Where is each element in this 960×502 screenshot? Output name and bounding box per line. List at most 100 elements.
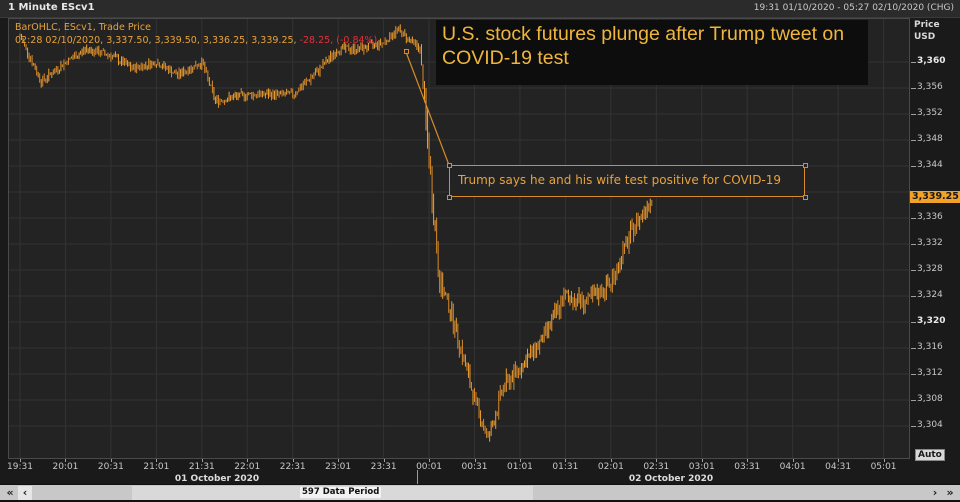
x-tick — [474, 459, 476, 462]
x-tick-label: 22:01 — [234, 462, 261, 472]
x-tick-label: 00:01 — [416, 462, 443, 472]
date-range: 19:31 01/10/2020 - 05:27 02/10/2020 (CHG… — [753, 3, 954, 13]
x-tick — [656, 459, 658, 462]
x-tick-label: 03:01 — [688, 462, 715, 472]
y-tick-label: 3,344 — [917, 160, 943, 170]
y-tick-label: 3,308 — [917, 394, 943, 404]
y-tick — [911, 296, 916, 297]
scroll-first-button[interactable]: « — [6, 486, 14, 499]
scroll-prev-button[interactable]: ‹ — [18, 486, 32, 500]
x-tick — [792, 459, 794, 462]
annotation-handle-tl[interactable] — [447, 163, 452, 168]
y-axis-title-price: Price — [914, 20, 940, 30]
x-tick-label: 04:31 — [825, 462, 852, 472]
x-tick — [610, 459, 612, 462]
y-tick-label: 3,360 — [917, 56, 946, 66]
x-tick-label: 22:31 — [279, 462, 306, 472]
headline-box: U.S. stock futures plunge after Trump tw… — [436, 20, 868, 85]
y-tick-label: 3,336 — [917, 212, 943, 222]
x-tick — [565, 459, 567, 462]
x-tick-label: 21:31 — [188, 462, 215, 472]
y-tick — [911, 426, 916, 427]
y-tick — [911, 270, 916, 271]
y-tick-label: 3,332 — [917, 238, 943, 248]
y-tick-label: 3,304 — [917, 420, 943, 430]
scroll-last-button[interactable]: » — [946, 486, 954, 499]
x-tick-label: 21:01 — [143, 462, 170, 472]
annotation-leader-line — [405, 51, 450, 166]
y-tick-label: 3,324 — [917, 290, 943, 300]
annotation-text: Trump says he and his wife test positive… — [458, 173, 782, 187]
x-tick-label: 05:01 — [870, 462, 897, 472]
x-tick-label: 23:31 — [370, 462, 397, 472]
x-tick — [247, 459, 249, 462]
x-tick-label: 20:31 — [97, 462, 124, 472]
x-tick-label: 20:01 — [52, 462, 79, 472]
headline-text: U.S. stock futures plunge after Trump tw… — [442, 23, 845, 69]
y-tick-label: 3,352 — [917, 108, 943, 118]
y-axis-title-currency: USD — [914, 32, 936, 42]
scroll-next-button[interactable]: › — [932, 486, 938, 499]
x-tick-label: 02:31 — [643, 462, 670, 472]
x-day-label-2: 02 October 2020 — [628, 474, 714, 484]
y-tick — [911, 140, 916, 141]
current-price-tag: 3,339.25 — [910, 191, 960, 203]
window-titlebar: 1 Minute EScv1 19:31 01/10/2020 - 05:27 … — [0, 0, 960, 18]
x-day-label-1: 01 October 2020 — [174, 474, 260, 484]
y-tick-label: 3,312 — [917, 368, 943, 378]
x-tick — [838, 459, 840, 462]
y-tick-label: 3,356 — [917, 82, 943, 92]
y-axis-title: Price USD — [914, 19, 940, 43]
x-tick-label: 03:31 — [734, 462, 761, 472]
x-tick-label: 00:31 — [461, 462, 488, 472]
y-tick — [911, 218, 916, 219]
ohlc-bars — [19, 24, 653, 442]
x-tick — [292, 459, 294, 462]
y-tick-label: 3,316 — [917, 342, 943, 352]
x-tick — [383, 459, 385, 462]
y-tick — [911, 62, 916, 63]
y-tick — [911, 374, 916, 375]
x-tick — [429, 459, 431, 462]
x-tick-label: 04:01 — [779, 462, 806, 472]
x-tick-label: 02:01 — [597, 462, 624, 472]
y-tick-label: 3,328 — [917, 264, 943, 274]
y-tick — [911, 348, 916, 349]
x-tick — [156, 459, 158, 462]
legend-ohlc: 02:28 02/10/2020, 3,337.50, 3,339.50, 3,… — [15, 35, 300, 46]
x-tick-label: 23:01 — [325, 462, 352, 472]
data-period-label: 597 Data Period — [300, 487, 382, 498]
annotation-handle-br[interactable] — [803, 195, 808, 200]
time-scrollbar[interactable]: « ‹ 597 Data Period › » — [0, 484, 960, 501]
y-tick-label: 3,320 — [917, 316, 946, 326]
x-tick — [701, 459, 703, 462]
x-tick-label: 01:31 — [552, 462, 579, 472]
chart-title: 1 Minute EScv1 — [8, 2, 95, 13]
y-tick — [911, 166, 916, 167]
y-tick — [911, 244, 916, 245]
window-bottom-border — [0, 500, 960, 502]
x-tick — [110, 459, 112, 462]
annotation-box[interactable]: Trump says he and his wife test positive… — [449, 165, 805, 197]
x-tick — [747, 459, 749, 462]
y-tick — [911, 400, 916, 401]
x-tick-label: 19:31 — [7, 462, 33, 472]
x-tick — [65, 459, 67, 462]
annotation-handle-bl[interactable] — [447, 195, 452, 200]
y-tick — [911, 322, 916, 323]
legend-series: BarOHLC, EScv1, Trade Price — [15, 22, 151, 33]
legend-change: -28.25, (-0.84%) — [299, 35, 378, 46]
annotation-handle-tr[interactable] — [803, 163, 808, 168]
x-tick — [20, 459, 21, 462]
x-tick-label: 01:01 — [506, 462, 533, 472]
plot-area[interactable] — [8, 18, 910, 459]
x-tick — [883, 459, 885, 462]
annotation-anchor[interactable] — [404, 49, 409, 54]
x-tick — [201, 459, 203, 462]
y-tick-label: 3,348 — [917, 134, 943, 144]
auto-scale-button[interactable]: Auto — [915, 449, 945, 461]
day-separator — [417, 470, 418, 484]
x-tick — [519, 459, 521, 462]
y-tick — [911, 114, 916, 115]
x-tick — [338, 459, 340, 462]
